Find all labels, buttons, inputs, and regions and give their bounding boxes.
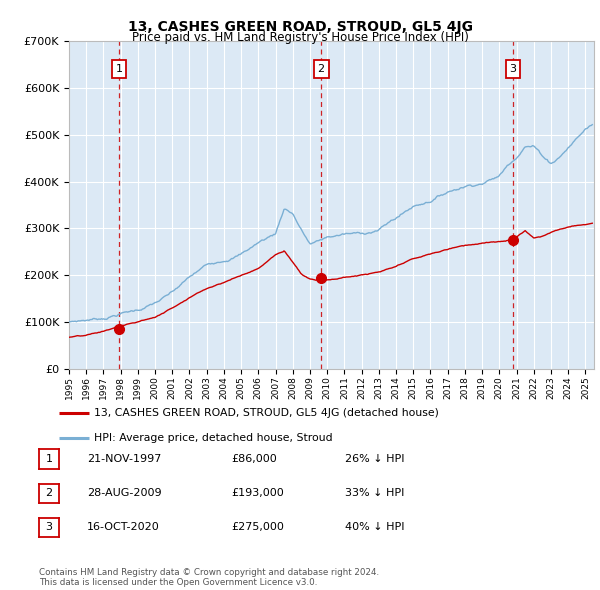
Text: 33% ↓ HPI: 33% ↓ HPI [345, 489, 404, 498]
Text: 1: 1 [115, 64, 122, 74]
Text: 1: 1 [46, 454, 52, 464]
Text: 26% ↓ HPI: 26% ↓ HPI [345, 454, 404, 464]
Text: £86,000: £86,000 [231, 454, 277, 464]
Text: 40% ↓ HPI: 40% ↓ HPI [345, 523, 404, 532]
Text: 13, CASHES GREEN ROAD, STROUD, GL5 4JG (detached house): 13, CASHES GREEN ROAD, STROUD, GL5 4JG (… [94, 408, 439, 418]
Text: 3: 3 [46, 523, 52, 532]
Text: HPI: Average price, detached house, Stroud: HPI: Average price, detached house, Stro… [94, 434, 332, 443]
Text: 13, CASHES GREEN ROAD, STROUD, GL5 4JG: 13, CASHES GREEN ROAD, STROUD, GL5 4JG [128, 20, 473, 34]
Text: £275,000: £275,000 [231, 523, 284, 532]
Text: £193,000: £193,000 [231, 489, 284, 498]
Text: Contains HM Land Registry data © Crown copyright and database right 2024.
This d: Contains HM Land Registry data © Crown c… [39, 568, 379, 587]
Text: 2: 2 [317, 64, 325, 74]
Text: 2: 2 [46, 489, 52, 498]
Text: 16-OCT-2020: 16-OCT-2020 [87, 523, 160, 532]
Text: 21-NOV-1997: 21-NOV-1997 [87, 454, 161, 464]
Text: 3: 3 [509, 64, 517, 74]
Text: Price paid vs. HM Land Registry's House Price Index (HPI): Price paid vs. HM Land Registry's House … [131, 31, 469, 44]
Text: 28-AUG-2009: 28-AUG-2009 [87, 489, 161, 498]
